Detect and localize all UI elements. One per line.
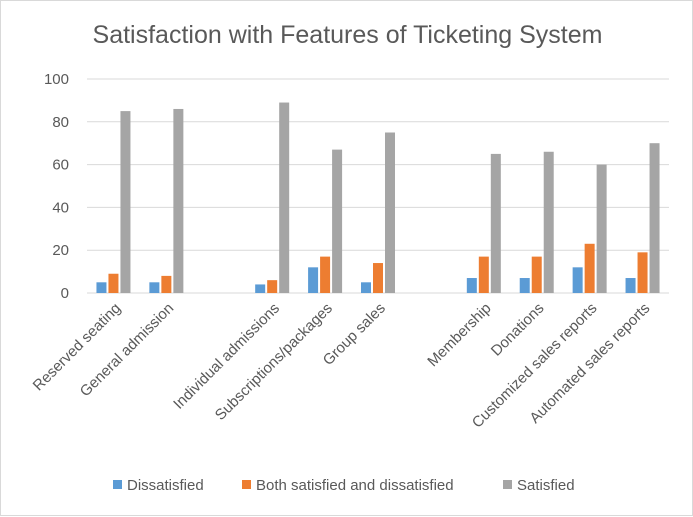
bar-both-satisfied-and-dissatisfied [161, 275, 172, 293]
bar-satisfied [120, 111, 131, 293]
bar-satisfied [543, 151, 554, 293]
y-tick-label: 60 [52, 157, 69, 174]
bar-dissatisfied [625, 278, 636, 293]
legend-swatch [242, 480, 251, 489]
y-tick-label: 20 [52, 242, 69, 259]
bar-satisfied [173, 108, 184, 294]
category-label: General admission [77, 300, 177, 400]
category-label: Individual admissions [170, 300, 283, 413]
bar-both-satisfied-and-dissatisfied [320, 256, 331, 293]
bar-satisfied [649, 143, 660, 293]
bar-dissatisfied [466, 278, 477, 293]
chart-title: Satisfaction with Features of Ticketing … [92, 21, 603, 49]
bar-dissatisfied [308, 267, 319, 293]
bar-dissatisfied [96, 282, 107, 293]
bar-both-satisfied-and-dissatisfied [108, 273, 119, 293]
bars [96, 102, 660, 294]
bar-dissatisfied [149, 282, 160, 293]
y-tick-label: 100 [44, 71, 69, 88]
legend-label: Dissatisfied [127, 477, 204, 494]
bar-satisfied [596, 164, 607, 293]
bar-both-satisfied-and-dissatisfied [584, 243, 595, 293]
legend-swatch [113, 480, 122, 489]
bar-dissatisfied [519, 278, 530, 293]
y-tick-label: 0 [61, 285, 69, 302]
bar-dissatisfied [361, 282, 371, 293]
category-label: Membership [424, 300, 494, 370]
bar-dissatisfied [572, 267, 583, 293]
y-axis-ticks: 0 20 40 60 80 100 [44, 71, 69, 302]
legend-label: Satisfied [517, 477, 575, 494]
legend: Dissatisfied Both satisfied and dissatisf… [113, 477, 575, 494]
bar-satisfied [385, 132, 395, 293]
bar-both-satisfied-and-dissatisfied [637, 252, 648, 293]
bar-satisfied [332, 149, 343, 293]
legend-swatch [503, 480, 512, 489]
bar-both-satisfied-and-dissatisfied [267, 280, 278, 293]
bar-satisfied [490, 153, 501, 293]
y-tick-label: 40 [52, 199, 69, 216]
legend-label: Both satisfied and dissatisfied [256, 477, 454, 494]
bar-dissatisfied [255, 284, 266, 293]
category-label: Reserved seating [30, 300, 125, 395]
y-tick-label: 80 [52, 114, 69, 131]
gridlines [87, 78, 669, 294]
bar-satisfied [279, 102, 290, 293]
bar-both-satisfied-and-dissatisfied [478, 256, 489, 293]
bar-both-satisfied-and-dissatisfied [373, 263, 383, 293]
bar-both-satisfied-and-dissatisfied [531, 256, 542, 293]
